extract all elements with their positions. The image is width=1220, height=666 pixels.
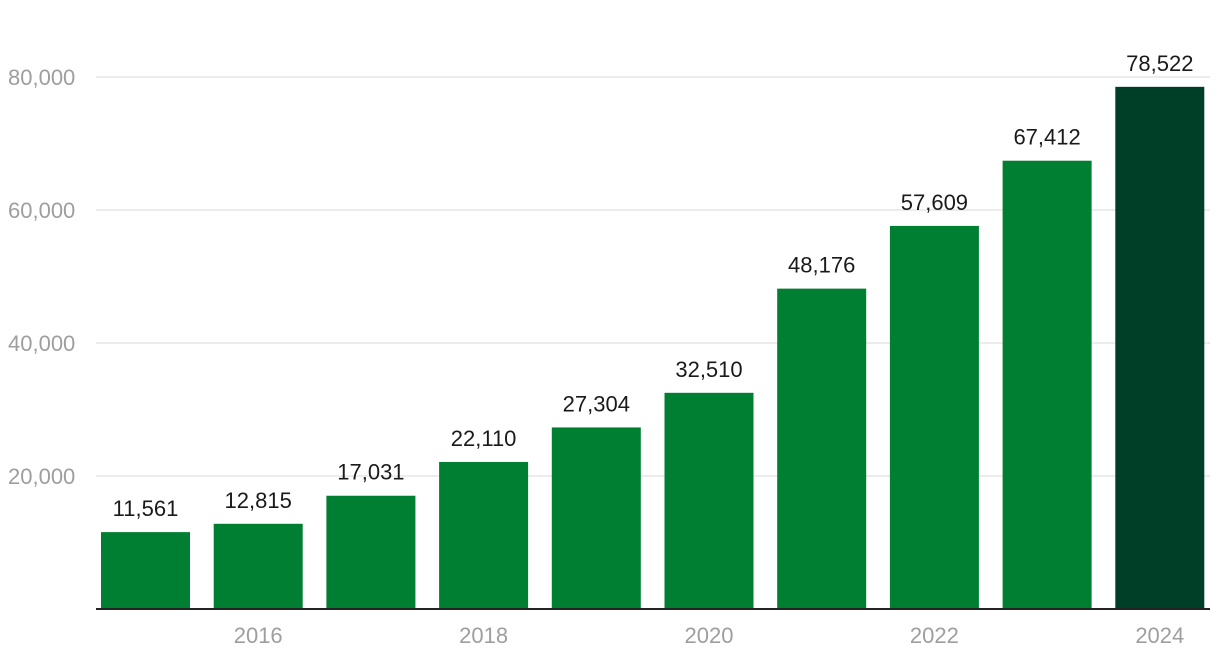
bar-2019 [551,427,641,609]
x-tick-label: 2018 [459,623,508,648]
y-tick-label: 60,000 [8,198,75,223]
bar-2018 [439,461,529,609]
value-label-2016: 12,815 [225,488,292,513]
bar-2022 [889,225,979,609]
bars [101,86,1205,610]
x-tick-label: 2024 [1135,623,1184,648]
y-tick-label: 40,000 [8,331,75,356]
value-label-2024: 78,522 [1126,51,1193,76]
value-label-2021: 48,176 [788,253,855,278]
y-axis-ticks: 20,000 40,000 60,000 80,000 [8,65,75,489]
x-tick-label: 2016 [234,623,283,648]
bar-2017 [326,495,416,609]
value-label-2023: 67,412 [1013,125,1080,150]
bar-2024 [1115,86,1205,610]
bar-2021 [777,288,867,609]
value-label-2015: 11,561 [113,496,179,521]
x-tick-label: 2020 [685,623,734,648]
bar-2015 [101,532,190,609]
value-label-2022: 57,609 [901,190,968,215]
value-label-2019: 27,304 [563,391,630,416]
value-label-2018: 22,110 [451,426,517,451]
y-tick-label: 20,000 [8,464,75,489]
value-label-2020: 32,510 [675,357,742,382]
bar-2020 [664,392,754,609]
y-tick-label: 80,000 [8,65,75,90]
x-axis-ticks: 2016 2018 2020 2022 2024 [234,623,1185,648]
bar-2023 [1002,160,1092,609]
value-labels: 11,561 12,815 17,031 22,110 27,304 32,510 48,1… [113,51,1194,521]
value-label-2017: 17,031 [337,460,404,485]
bar-2016 [213,523,303,609]
x-tick-label: 2022 [910,623,959,648]
